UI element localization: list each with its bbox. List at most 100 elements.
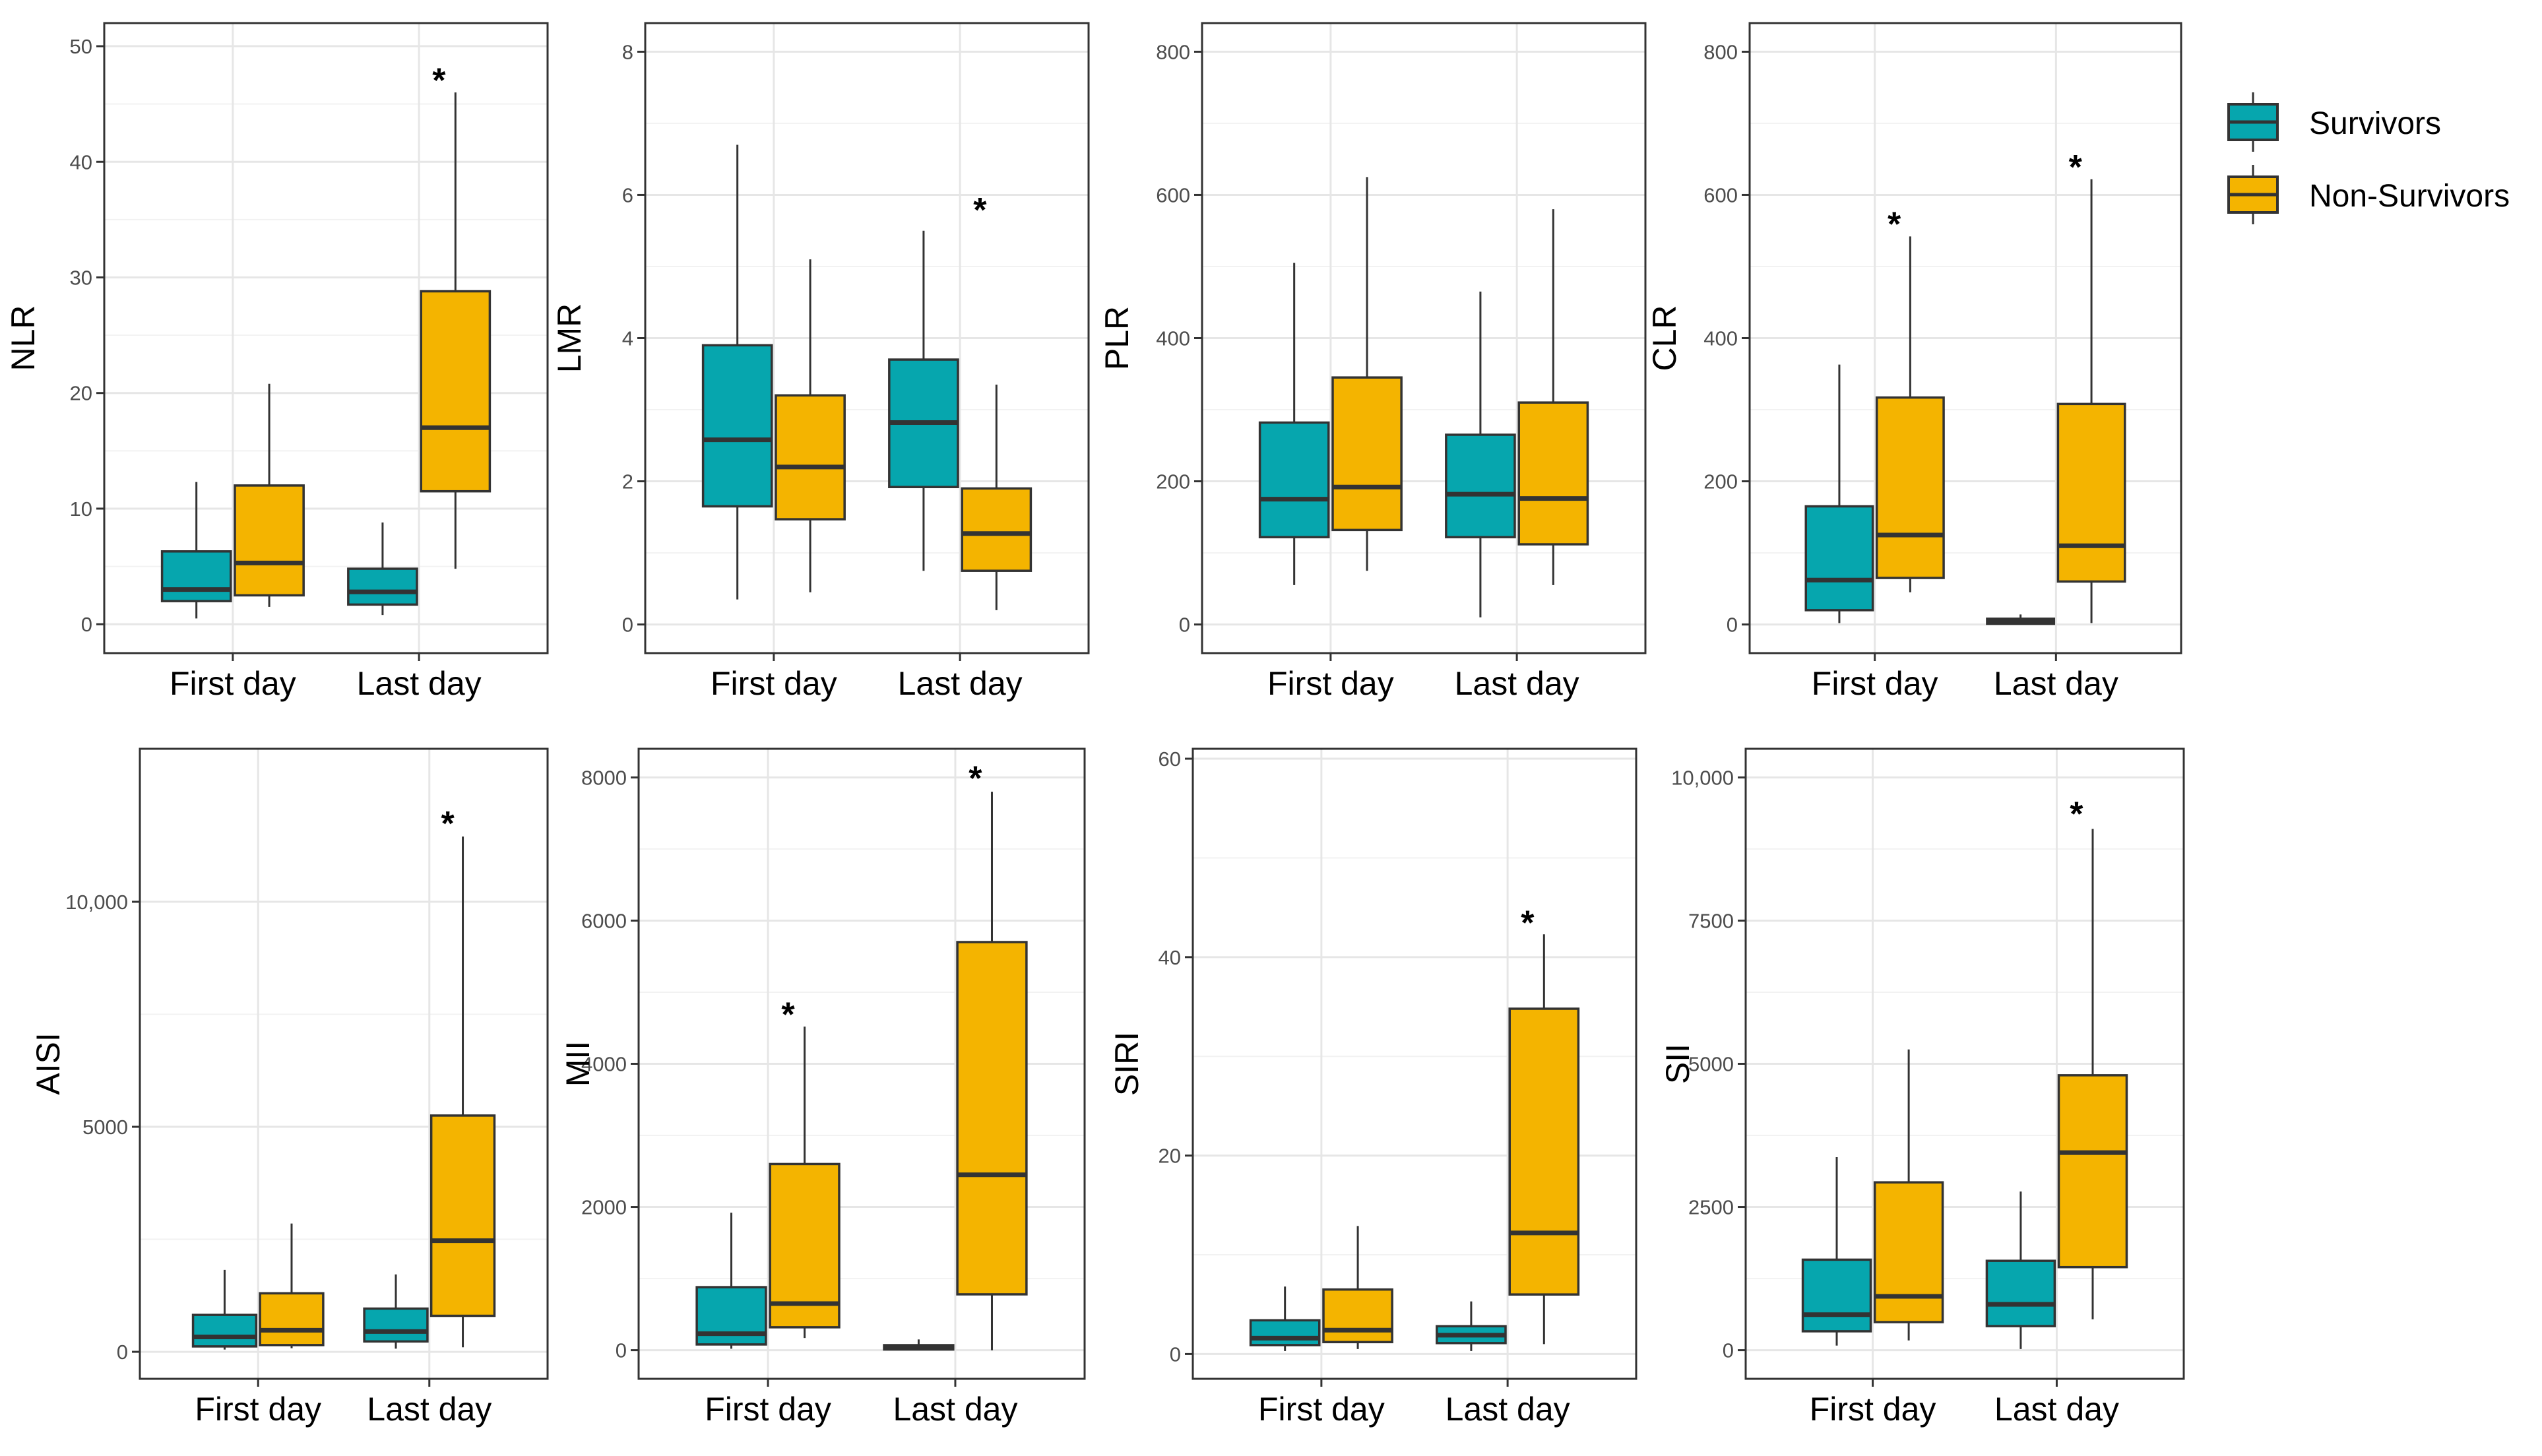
significance-star: * — [973, 191, 987, 230]
box-survivors-last-day — [1445, 291, 1516, 617]
x-tick-label: Last day — [893, 1391, 1017, 1428]
panel-border — [1744, 747, 2185, 1380]
x-tick-label: First day — [170, 665, 296, 702]
y-tick-label: 200 — [1703, 470, 1738, 493]
box-non-survivors-last-day — [1517, 209, 1589, 585]
y-tick-label: 4 — [622, 327, 633, 350]
y-tick-label: 2500 — [1688, 1196, 1734, 1219]
x-tick-label: Last day — [357, 665, 482, 702]
y-tick-label: 0 — [81, 613, 92, 636]
y-axis-title: AISI — [30, 1032, 67, 1094]
box-non-survivors-last-day — [2056, 179, 2126, 623]
y-axis-title: PLR — [1098, 306, 1135, 370]
box-non-survivors-first-day — [259, 1223, 325, 1348]
panel-mii: 0 2000 4000 6000 8000 * * First day Last day MII — [559, 747, 1086, 1428]
y-tick-label: 5000 — [1688, 1053, 1734, 1076]
y-tick-label: 40 — [1159, 946, 1181, 969]
box-survivors-last-day — [363, 1274, 429, 1349]
legend-item-non-survivors: Non-Survivors — [2223, 165, 2533, 224]
panel-border — [1192, 747, 1637, 1380]
box-non-survivors-first-day — [1322, 1226, 1393, 1349]
box-survivors-first-day — [160, 482, 232, 619]
x-tick-label: Last day — [1455, 665, 1579, 702]
y-tick-label: 0 — [616, 1339, 627, 1362]
significance-star: * — [2069, 148, 2083, 187]
box-iqr — [1985, 1259, 2056, 1327]
box-non-survivors-last-day — [420, 92, 492, 569]
x-tick-label: First day — [1258, 1391, 1385, 1428]
y-tick-label: 20 — [1159, 1145, 1181, 1168]
y-tick-label: 0 — [1170, 1343, 1181, 1366]
box-iqr — [420, 290, 492, 493]
box-iqr — [1249, 1319, 1321, 1346]
box-survivors-last-day — [1436, 1301, 1507, 1351]
box-iqr — [1801, 1258, 1872, 1333]
legend: Survivors Non-Survivors — [2223, 92, 2533, 224]
x-tick-label: Last day — [898, 665, 1023, 702]
box-non-survivors-first-day — [775, 259, 846, 592]
y-tick-label: 7500 — [1688, 909, 1734, 932]
y-tick-label: 8000 — [581, 766, 627, 789]
legend-item-survivors: Survivors — [2223, 92, 2533, 152]
box-iqr — [769, 1162, 841, 1329]
significance-star: * — [969, 759, 982, 798]
y-tick-label: 400 — [1703, 327, 1738, 350]
y-axis-title: MII — [559, 1041, 596, 1087]
box-iqr — [701, 344, 773, 508]
y-tick-label: 60 — [1159, 747, 1181, 771]
panel-plr: 0 200 400 600 800 First day Last day PLR — [1098, 22, 1647, 702]
y-tick-label: 600 — [1703, 183, 1738, 206]
box-non-survivors-first-day — [234, 383, 305, 607]
box-survivors-last-day — [888, 230, 959, 571]
box-non-survivors-last-day — [2057, 829, 2128, 1319]
x-tick-label: First day — [1812, 665, 1938, 702]
y-tick-label: 50 — [70, 35, 92, 58]
panel-border — [644, 22, 1090, 654]
box-iqr — [1804, 505, 1874, 612]
box-iqr — [160, 550, 232, 602]
y-tick-label: 0 — [622, 614, 633, 637]
box-iqr — [429, 1114, 496, 1317]
x-tick-label: First day — [195, 1391, 321, 1428]
x-tick-label: Last day — [1994, 1391, 2119, 1428]
panel-border — [103, 22, 549, 654]
y-tick-label: 8 — [622, 40, 633, 63]
box-iqr — [1322, 1288, 1393, 1344]
legend-key-survivors — [2227, 92, 2279, 152]
box-iqr — [2056, 402, 2126, 583]
box-iqr — [1258, 421, 1330, 538]
panel-border — [637, 747, 1086, 1380]
y-tick-label: 0 — [1727, 614, 1738, 637]
significance-star: * — [441, 805, 455, 843]
y-tick-label: 10 — [70, 497, 92, 521]
box-iqr — [956, 941, 1028, 1296]
panel-aisi: 0 5000 10,000 * First day Last day AISI — [30, 747, 549, 1428]
y-tick-label: 200 — [1156, 470, 1190, 493]
y-axis-title: CLR — [1646, 305, 1683, 371]
y-tick-label: 4000 — [581, 1053, 627, 1076]
y-axis-title: SIRI — [1108, 1032, 1145, 1096]
panel-border — [1748, 22, 2182, 654]
y-tick-label: 0 — [1723, 1339, 1734, 1362]
significance-star: * — [781, 996, 795, 1034]
box-survivors-last-day — [883, 1339, 955, 1351]
box-survivors-first-day — [1804, 364, 1874, 623]
box-non-survivors-last-day — [429, 837, 496, 1348]
box-non-survivors-last-day — [956, 792, 1028, 1350]
box-survivors-first-day — [1258, 263, 1330, 585]
y-tick-label: 0 — [1179, 614, 1190, 637]
y-tick-label: 2000 — [581, 1196, 627, 1219]
box-iqr — [961, 487, 1033, 572]
significance-star: * — [432, 61, 446, 100]
box-non-survivors-first-day — [1873, 1049, 1944, 1341]
y-axis-title: SII — [1659, 1044, 1696, 1084]
x-tick-label: First day — [1810, 1391, 1936, 1428]
legend-label-non-survivors: Non-Survivors — [2309, 179, 2510, 214]
y-axis-title: NLR — [5, 305, 42, 371]
legend-key-non-survivors — [2227, 165, 2279, 224]
x-tick-label: First day — [1267, 665, 1394, 702]
box-survivors-first-day — [1249, 1286, 1321, 1351]
y-tick-label: 0 — [117, 1341, 128, 1364]
panel-sii: 0 2500 5000 7500 10,000 * First day Last day SII — [1659, 747, 2185, 1428]
